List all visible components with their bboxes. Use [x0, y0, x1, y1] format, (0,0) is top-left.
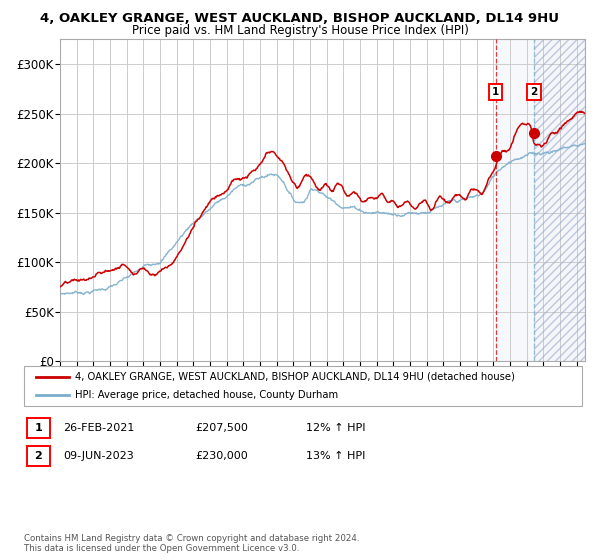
Text: 13% ↑ HPI: 13% ↑ HPI — [306, 451, 365, 461]
Text: HPI: Average price, detached house, County Durham: HPI: Average price, detached house, Coun… — [75, 390, 338, 400]
Text: £207,500: £207,500 — [195, 423, 248, 433]
Text: 09-JUN-2023: 09-JUN-2023 — [63, 451, 134, 461]
Text: 26-FEB-2021: 26-FEB-2021 — [63, 423, 134, 433]
Bar — [534, 39, 585, 361]
Bar — [496, 39, 534, 361]
Text: 1: 1 — [492, 87, 499, 97]
Text: 2: 2 — [530, 87, 538, 97]
Text: 12% ↑ HPI: 12% ↑ HPI — [306, 423, 365, 433]
Text: £230,000: £230,000 — [195, 451, 248, 461]
Text: Contains HM Land Registry data © Crown copyright and database right 2024.
This d: Contains HM Land Registry data © Crown c… — [24, 534, 359, 553]
Bar — [534, 39, 585, 361]
Text: 4, OAKLEY GRANGE, WEST AUCKLAND, BISHOP AUCKLAND, DL14 9HU (detached house): 4, OAKLEY GRANGE, WEST AUCKLAND, BISHOP … — [75, 372, 515, 382]
Text: 1: 1 — [35, 423, 42, 433]
Text: 2: 2 — [35, 451, 42, 461]
Text: 4, OAKLEY GRANGE, WEST AUCKLAND, BISHOP AUCKLAND, DL14 9HU: 4, OAKLEY GRANGE, WEST AUCKLAND, BISHOP … — [41, 12, 560, 25]
Text: Price paid vs. HM Land Registry's House Price Index (HPI): Price paid vs. HM Land Registry's House … — [131, 24, 469, 36]
